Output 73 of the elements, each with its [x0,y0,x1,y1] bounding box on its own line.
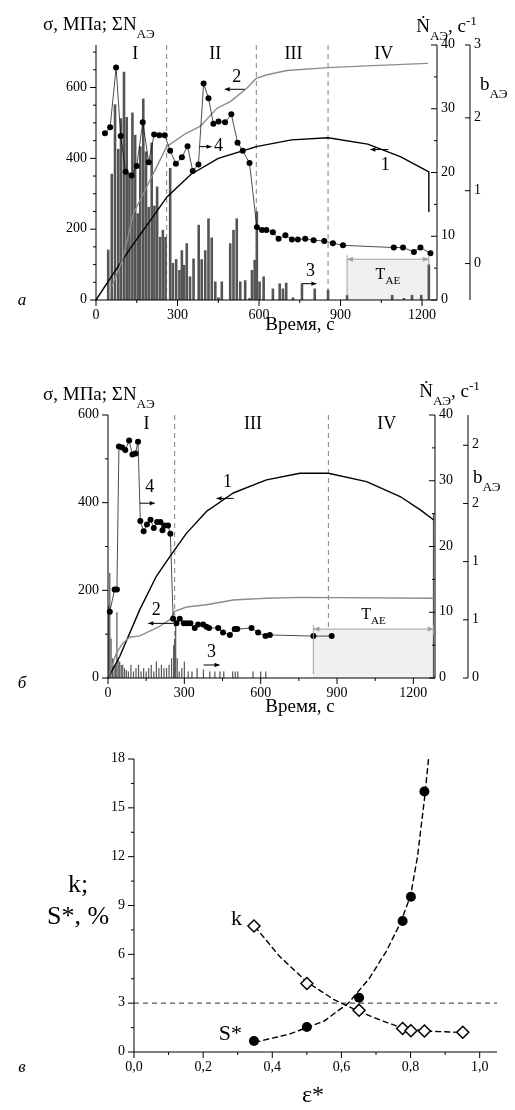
y-tick-label: 200 [78,581,99,597]
annotation: 1 [380,154,390,175]
y3-axis-title: b$_{АЭ}$ [480,73,508,101]
y-tick-label: 12 [111,847,125,863]
annotation: 4 [145,476,155,497]
y-tick-label: 400 [78,493,99,509]
annotation: 2 [151,599,161,620]
y-tick-label: 6 [118,945,125,961]
text: б [17,673,27,692]
annotation: I [143,413,150,434]
series-label: k [230,905,242,931]
annotation: III [284,43,303,64]
annotation: II [209,43,222,64]
x-tick-label: 0,6 [332,1059,351,1074]
annotation: 2 [232,66,242,87]
annotation: III [244,413,263,434]
y2-tick-label: 0 [441,291,448,307]
y2-tick-label: 30 [441,99,455,115]
annotation: 3 [305,259,315,280]
y-tick-label: 9 [118,896,125,912]
x-tick-label: 1200 [408,307,437,322]
annotation: IV [374,43,394,64]
y-tick-label: 0 [80,291,87,307]
x-tick-label: 300 [173,685,195,700]
y3-tick-label: 0 [472,669,479,685]
y2-axis-title: Ṅ$_{АЭ}$, с$^{-1}$ [419,377,480,408]
y-axis-title: σ, МПа; ΣN$_{АЭ}$ [43,13,155,41]
x-tick-label: 0,8 [401,1059,420,1074]
y-tick-label: 15 [111,799,125,815]
x-tick-label: 900 [330,307,352,322]
y3-tick-label: 1 [472,552,479,568]
y2-tick-label: 10 [439,603,453,619]
y-tick-label: 400 [66,149,87,165]
y3-tick-label: 3 [474,36,481,52]
y-tick-label: 18 [111,750,125,766]
y2-tick-label: 20 [441,163,455,179]
y-axis-title: k; S*, % [46,869,110,930]
x-tick-label: 0,0 [125,1059,143,1074]
y3-axis-title: b$_{АЭ}$ [473,466,501,494]
y3-tick-label: 1 [472,611,479,627]
series-label: S* [218,1019,242,1045]
annotation: I [132,43,139,64]
annotation: 1 [223,471,233,492]
text: в [18,1057,27,1076]
y3-tick-label: 0 [474,254,481,270]
y2-tick-label: 20 [439,537,453,553]
x-tick-label: 300 [167,307,189,322]
x-tick-label: 600 [250,685,272,700]
y-tick-label: 0 [92,669,99,685]
band-label: T$_{AE}$ [375,264,401,286]
annotation: 4 [214,134,224,155]
y-tick-label: 3 [118,994,125,1010]
y2-tick-label: 0 [439,669,446,685]
text: а [17,290,27,309]
y3-tick-label: 2 [472,436,479,452]
annotation: IV [377,413,397,434]
annotation: 3 [207,641,217,662]
x-tick-label: 1,0 [470,1059,489,1074]
y3-tick-label: 1 [474,181,481,197]
y3-tick-label: 2 [474,109,481,125]
y-tick-label: 200 [66,220,87,236]
y3-tick-label: 2 [472,494,479,510]
x-axis-title: ε* [301,1081,325,1107]
x-tick-label: 900 [326,685,348,700]
y2-tick-label: 10 [441,227,455,243]
x-tick-label: 1200 [399,685,428,700]
x-tick-label: 0,2 [194,1059,212,1074]
y2-tick-label: 40 [439,406,453,422]
band-label: T$_{AE}$ [361,604,387,626]
y-tick-label: 600 [66,78,87,94]
x-tick-label: 0,4 [263,1059,282,1074]
y2-tick-label: 30 [439,471,453,487]
y-tick-label: 0 [118,1043,125,1059]
